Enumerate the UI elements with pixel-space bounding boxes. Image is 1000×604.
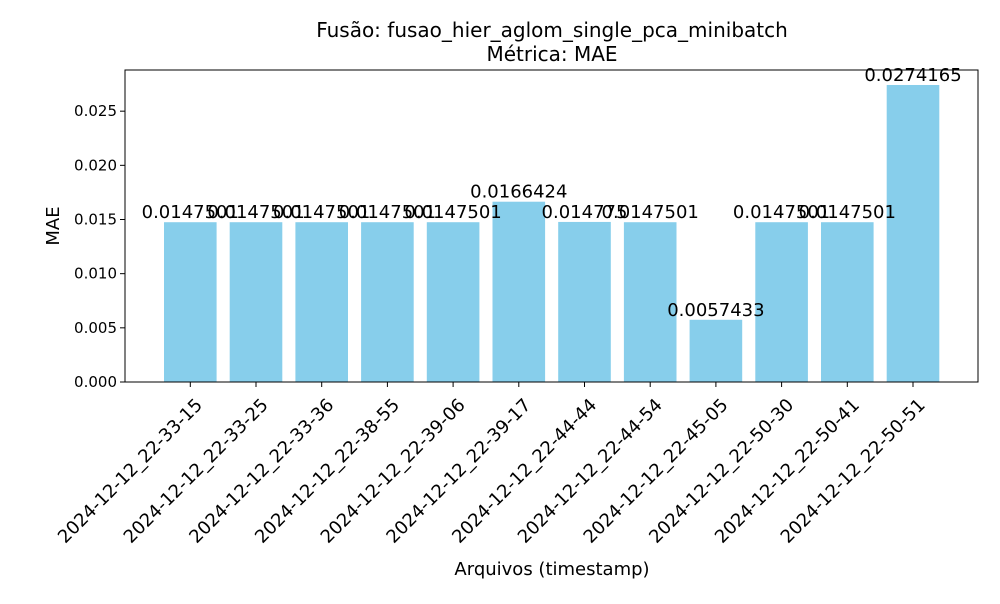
- data-label: 0.0274165: [864, 65, 961, 86]
- data-label: 0.0147501: [733, 202, 830, 223]
- bar: [229, 222, 283, 382]
- chart-title: Fusão: fusao_hier_aglom_single_pca_minib…: [316, 18, 788, 42]
- data-label: 0.0147501: [207, 202, 304, 223]
- data-label: 0.0147501: [799, 202, 896, 223]
- y-tick-label: 0.015: [74, 211, 117, 229]
- bar: [886, 84, 940, 383]
- bar: [164, 222, 217, 382]
- bar: [426, 222, 480, 382]
- data-labels-layer: 0.01475010.01475010.01475010.01475010.01…: [142, 65, 962, 321]
- bars-layer: [164, 84, 940, 383]
- x-axis-label: Arquivos (timestamp): [454, 559, 649, 580]
- data-label: 0.0147501: [339, 202, 436, 223]
- bar: [821, 222, 874, 382]
- y-tick-label: 0.025: [74, 102, 117, 120]
- plot-frame: [124, 69, 979, 383]
- bar: [361, 222, 414, 382]
- y-tick-label: 0.010: [74, 265, 117, 283]
- data-label: 0.0166424: [470, 182, 567, 203]
- y-tick-label: 0.005: [74, 319, 117, 337]
- data-label: 0.0147501: [273, 202, 370, 223]
- bar: [492, 201, 546, 382]
- y-axis: 0.000 0.005 0.010 0.015 0.020 0.025: [74, 102, 125, 391]
- data-label: 0.0057433: [667, 300, 764, 321]
- data-label: 0.0147501: [602, 202, 699, 223]
- data-label: 0.014775: [542, 202, 628, 223]
- bar: [689, 319, 743, 382]
- data-label: 0.0147501: [404, 202, 501, 223]
- bar: [755, 222, 808, 382]
- bar: [558, 221, 611, 382]
- chart-subtitle: Métrica: MAE: [486, 42, 617, 66]
- x-axis: 2024-12-12_22-33-152024-12-12_22-33-2520…: [54, 382, 930, 548]
- y-tick-label: 0.020: [74, 156, 117, 174]
- bar: [295, 222, 348, 382]
- y-axis-label: MAE: [43, 206, 64, 245]
- y-tick-label: 0.000: [74, 373, 117, 391]
- bar: [623, 222, 677, 382]
- data-label: 0.0147501: [142, 202, 239, 223]
